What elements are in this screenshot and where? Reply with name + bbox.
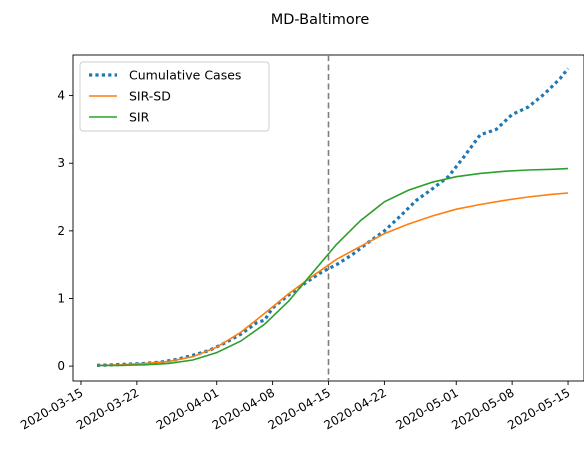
x-tick-label: 2020-05-08 [449, 385, 516, 432]
y-tick-label: 1 [57, 291, 65, 305]
y-tick-label: 2 [57, 224, 65, 238]
x-tick-label: 2020-03-22 [74, 385, 141, 432]
x-tick-label: 2020-04-08 [210, 385, 277, 432]
y-tick-label: 4 [57, 89, 65, 103]
legend-frame [79, 61, 270, 132]
plot-area [96, 55, 570, 381]
x-tick-label: 2020-04-22 [321, 385, 388, 432]
legend: Cumulative Cases SIR-SD SIR [79, 61, 270, 132]
y-axis: 0 1 2 3 4 [57, 89, 73, 373]
x-tick-label: 2020-05-15 [505, 385, 572, 432]
chart-title: MD-Baltimore [271, 12, 370, 28]
legend-label: Cumulative Cases [129, 68, 241, 83]
x-tick-label: 2020-04-15 [266, 385, 333, 432]
x-tick-label: 2020-03-15 [18, 385, 85, 432]
y-tick-label: 0 [57, 359, 65, 373]
series-line-sir-sd [96, 192, 569, 367]
x-tick-label: 2020-05-01 [393, 385, 460, 432]
legend-label: SIR-SD [129, 89, 171, 104]
x-tick-label: 2020-04-01 [154, 385, 221, 432]
legend-label: SIR [129, 110, 150, 125]
series-line-sir [97, 167, 569, 367]
y-tick-label: 3 [57, 156, 65, 170]
